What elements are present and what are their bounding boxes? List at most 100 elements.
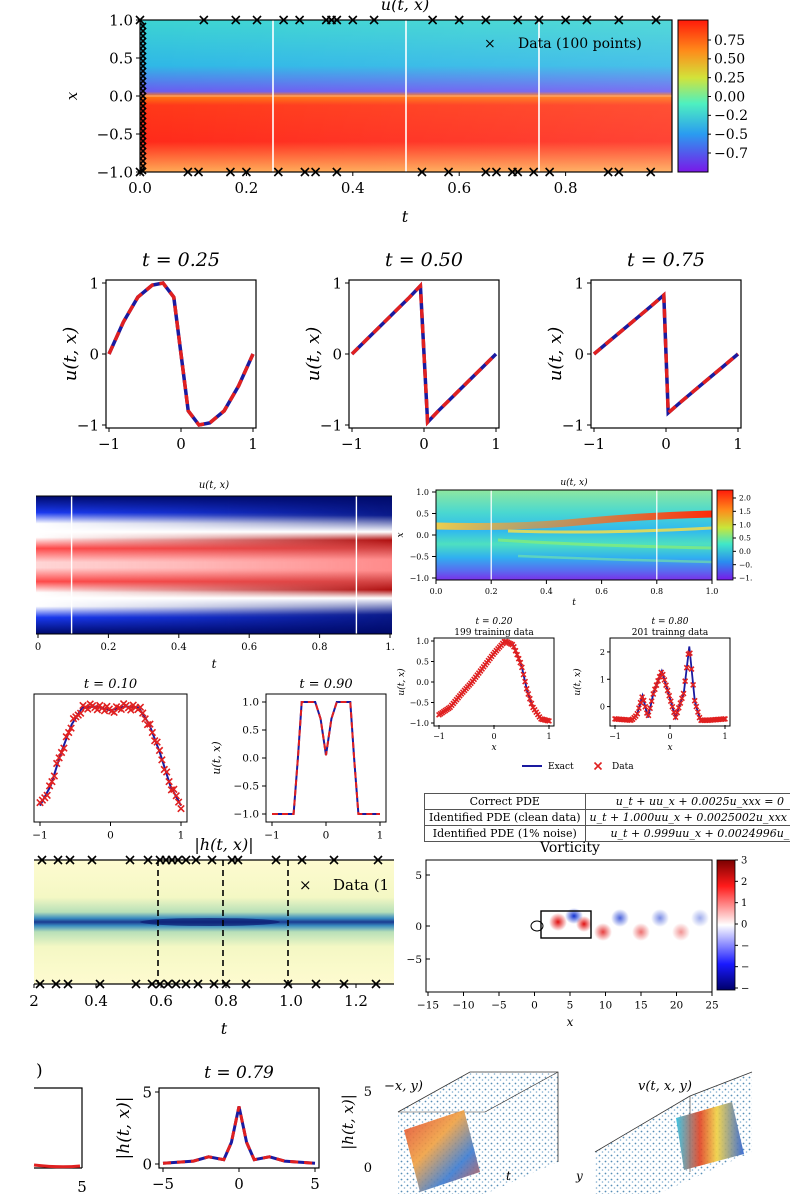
table-cell: u_t + uu_x + 0.0025u_xxx = 0 — [584, 793, 790, 810]
data-point — [136, 703, 145, 712]
burgers-slice-y-tick-label: 0 — [332, 345, 342, 363]
subplot-title: t = 0.75 — [627, 249, 705, 271]
burgers-ylabel: x — [63, 91, 81, 100]
burgers-y-tick-label: −1.0 — [97, 163, 133, 181]
data-point — [663, 682, 669, 689]
ac-x-tick-label: 0.6 — [241, 642, 257, 653]
subplot-title: t = 0.79 — [204, 1063, 274, 1083]
data-point — [640, 697, 647, 704]
data-point — [675, 704, 682, 711]
data-point — [635, 705, 642, 712]
vort-y-tick-label: 0 — [415, 921, 422, 933]
kdv-x-tick-label: 0.8 — [650, 587, 663, 596]
kdv-colorbar — [716, 489, 734, 581]
subplot-axes — [34, 1087, 83, 1169]
schrodinger-legend-label: Data (1 — [333, 876, 389, 894]
burgers-y-tick-label: 0.5 — [109, 49, 133, 67]
kdv-xlabel: t — [572, 598, 576, 608]
data-point — [146, 720, 154, 728]
burgers-slice-x-tick-label: −1 — [98, 435, 120, 453]
ac-slice-y-tick-label: 1.0 — [242, 697, 259, 709]
allen-cahn-slice-subplot: t = 0.90 1.0 0.5 0.0 −0.5 −1.0 u(t, x) −1 0 1 — [210, 677, 387, 840]
ac-x-tick-label: 0.2 — [100, 642, 116, 653]
vort-cb-tick-label: − — [741, 984, 749, 995]
schrodinger-slice-subplot: t = 0.79−5 0 550|h(t, x)| — [114, 1063, 320, 1193]
vort-cb-tick-label: − — [741, 941, 749, 952]
subplot-ylabel: u(t, x) — [572, 668, 583, 696]
ac-x-tick-label: 1. — [385, 642, 395, 653]
data-point — [720, 716, 727, 722]
sch-x-tick-label: 0.4 — [84, 992, 108, 1010]
vort-x-tick-label: 20 — [670, 1000, 683, 1012]
kdv-slice-x-tick-label: −1 — [433, 732, 445, 741]
burgers-cb-tick-label: −0.5 — [714, 127, 748, 143]
data-point — [177, 804, 185, 813]
data-point — [155, 746, 164, 755]
kdv-x-tick-label: 0.4 — [540, 587, 553, 596]
vort-cb-tick-label: 3 — [741, 856, 747, 867]
burgers-slice-subplot: t = 0.75 −1 0 1 1 0 −1 u(t, x) — [545, 249, 743, 453]
kdv-legend: Exact Data — [522, 761, 634, 772]
kdv-slice-x-tick-label: −1 — [609, 732, 621, 741]
schrodinger-legend: × Data (1 — [299, 876, 389, 894]
data-point — [50, 772, 59, 780]
vort-cb-tick-label: 0 — [741, 920, 747, 931]
prediction-line — [107, 281, 255, 427]
burgers-slice-y-tick-label: 1 — [89, 274, 99, 292]
kdv-slice-y-tick-label: 0 — [600, 703, 605, 712]
ac-slice-x-tick-label: 0 — [107, 830, 114, 841]
data-point — [642, 703, 649, 710]
data-point — [515, 655, 522, 662]
subplot-ylabel: u(t, x) — [60, 327, 81, 381]
data-point — [639, 694, 646, 701]
burgers-slice-x-tick-label: 1 — [248, 435, 258, 453]
burgers-slice-subplot: t = 0.50 −1 0 1 1 0 −1 u(t, x) — [303, 249, 501, 453]
data-point — [528, 700, 535, 707]
kdv-heatmap-field — [436, 490, 712, 580]
vort-y-tick-label: 5 — [415, 870, 422, 882]
burgers-cb-tick-label: 0.75 — [714, 33, 745, 49]
data-point — [127, 706, 135, 714]
data-point — [522, 678, 529, 685]
ns-u-ytick: 0 — [364, 1161, 372, 1176]
subplot-ylabel: |h(t, x)| — [114, 1097, 134, 1160]
burgers-cb-tick-label: 0.25 — [714, 71, 745, 87]
data-point — [525, 691, 532, 697]
vorticity-panel: Vorticity −15 −10 −5 0 5 10 15 20 25 50−5 x 3210… — [407, 840, 750, 1029]
kdv-y-tick-label: 0.5 — [416, 509, 429, 518]
vort-x-tick-label: 25 — [705, 1000, 718, 1012]
data-point — [677, 700, 684, 707]
ac-slice-x-tick-label: 1 — [178, 830, 185, 841]
data-point — [84, 705, 92, 713]
vorticity-xlabel: x — [567, 1015, 574, 1029]
kdv-x-tick-label: 1.0 — [706, 587, 719, 596]
burgers-slice-x-tick-label: 0 — [176, 435, 186, 453]
data-point — [138, 709, 147, 717]
burgers-heatmap-title: u(t, x) — [381, 0, 429, 14]
data-point — [57, 748, 66, 757]
vort-x-tick-label: 0 — [531, 1000, 538, 1012]
burgers-y-tick-label: 0.0 — [109, 87, 133, 105]
data-point — [518, 664, 525, 671]
data-point — [655, 677, 662, 684]
vortex-street — [530, 908, 709, 941]
data-point — [683, 664, 690, 671]
kdv-slice-x-tick-label: 0 — [491, 732, 496, 741]
kdv-cb-tick-label: 1.5 — [739, 507, 751, 516]
burgers-y-tick-label: 1.0 — [109, 11, 133, 29]
kdv-slice-y-tick-label: 2 — [600, 648, 605, 657]
data-point — [512, 647, 519, 654]
ac-slice-y-tick-label: 0.0 — [242, 753, 259, 765]
subplot-title: ) — [36, 1061, 43, 1081]
burgers-cb-tick-label: −0.2 — [714, 108, 748, 124]
sch-slice-y-tick-label: 5 — [142, 1083, 152, 1101]
burgers-cb-tick-label: 0.50 — [714, 52, 745, 68]
legend-label: Exact — [548, 762, 574, 772]
kdv-slice-y-tick-label: 1.0 — [416, 637, 429, 646]
vorticity-colorbar — [716, 859, 736, 991]
burgers-x-tick-label: 0.8 — [554, 179, 578, 197]
ns-v-axis-label: y — [575, 1169, 583, 1183]
table-cell: Identified PDE (1% noise) — [424, 825, 586, 842]
